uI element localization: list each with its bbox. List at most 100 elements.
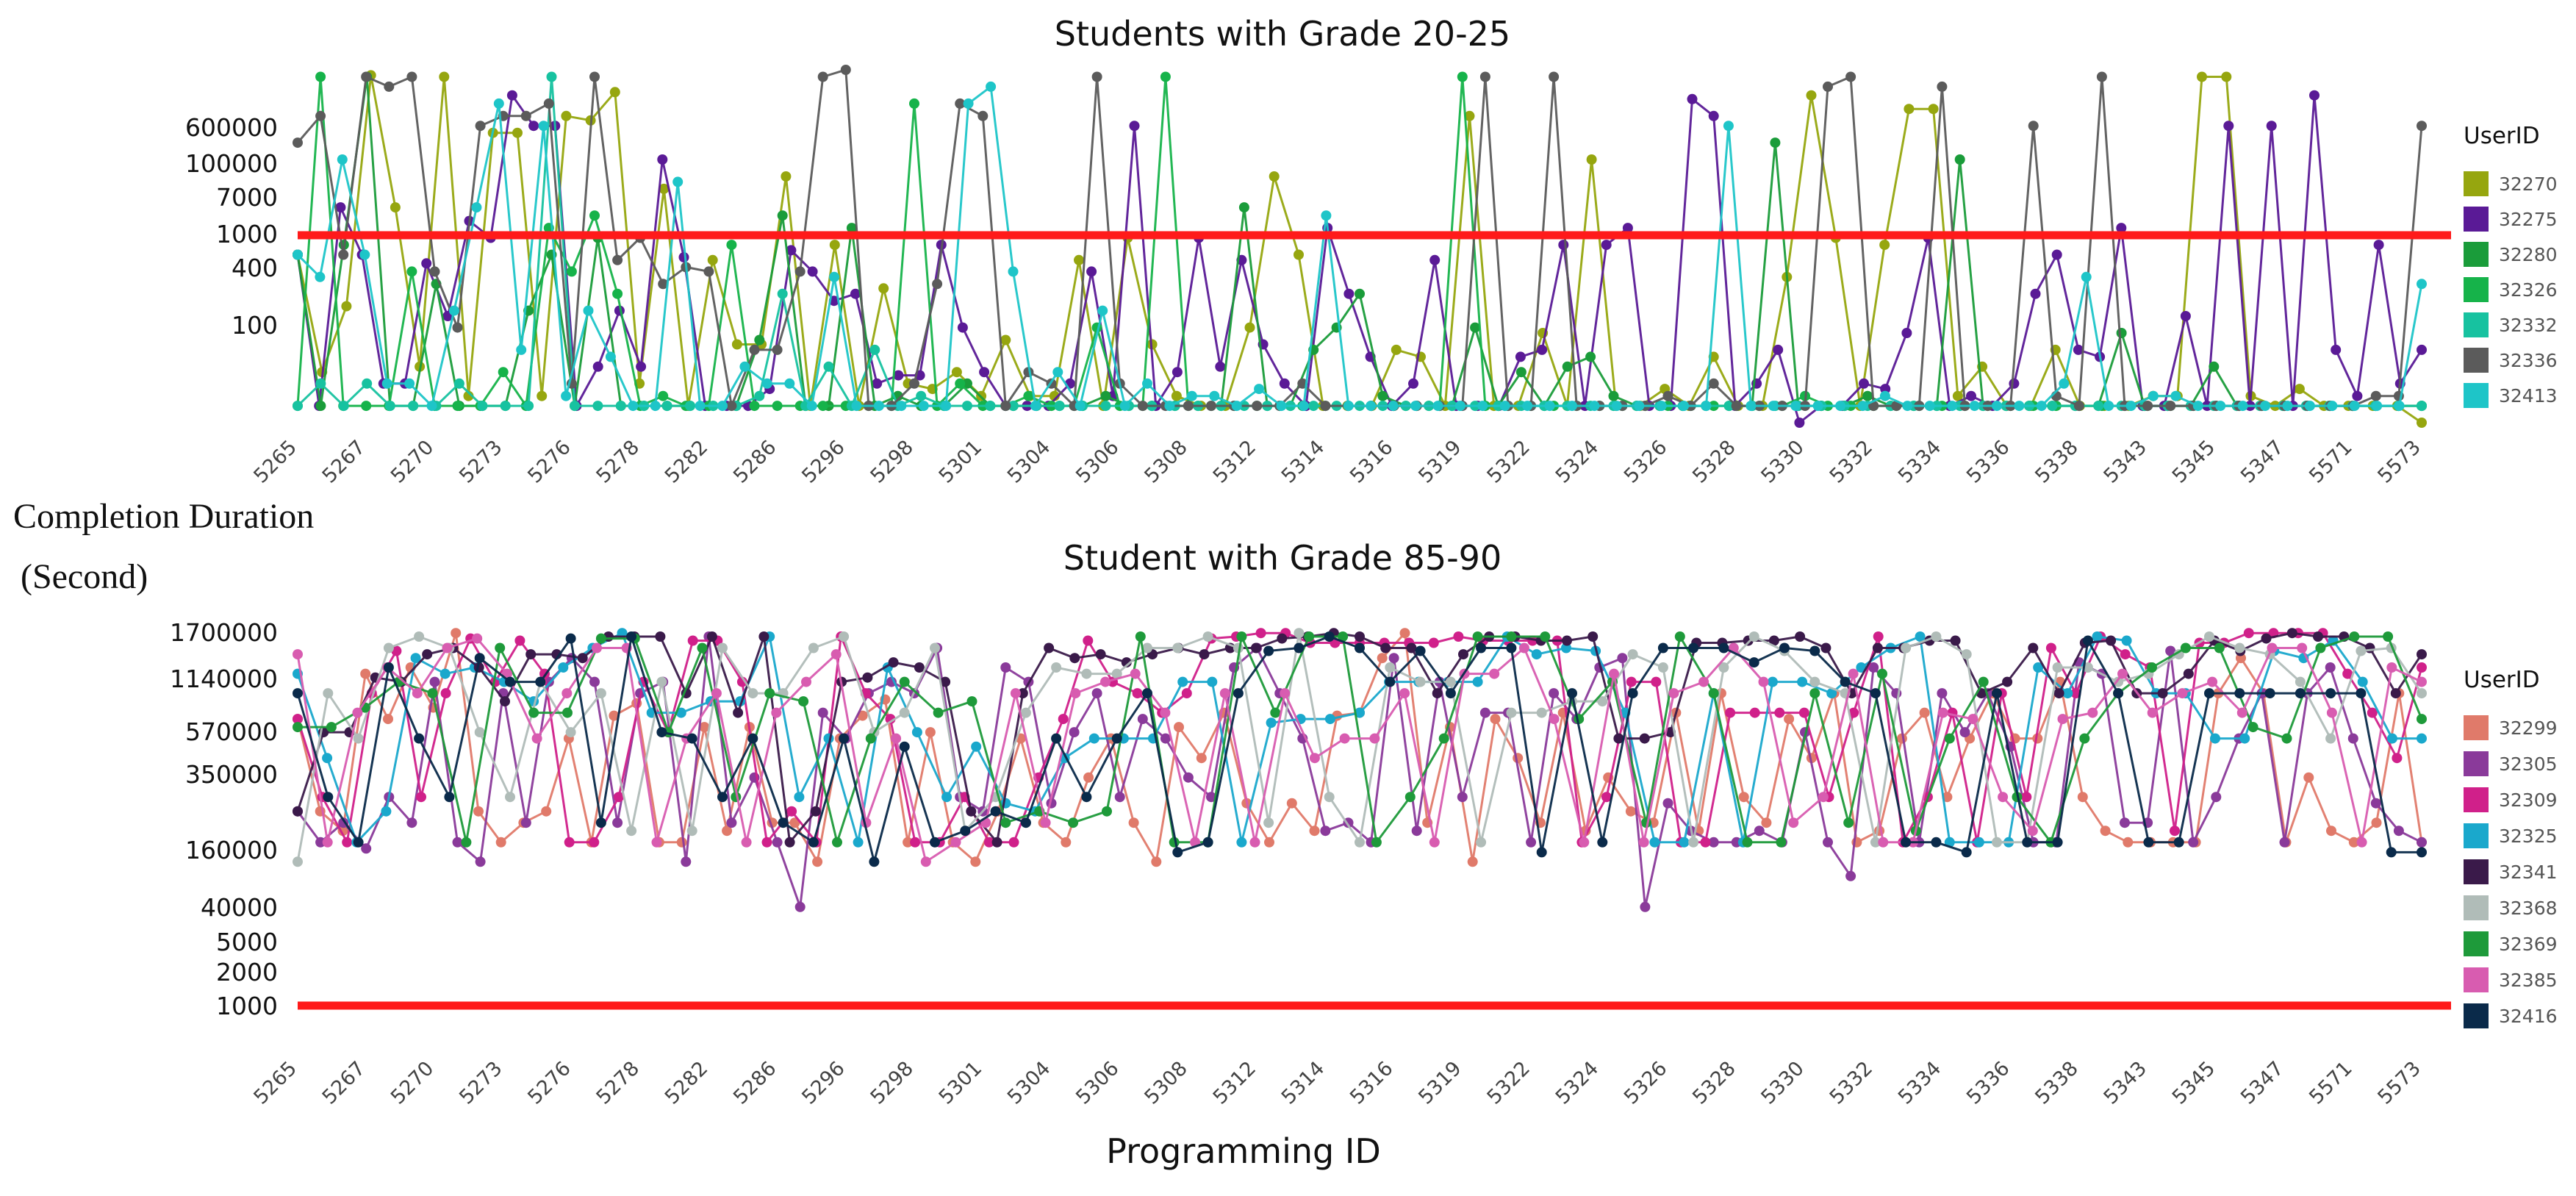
data-point-32385 <box>830 649 842 660</box>
data-point-32325 <box>1236 837 1247 848</box>
chart-title: Student with Grade 85-90 <box>1063 538 1502 578</box>
data-point-32341 <box>733 707 744 718</box>
data-point-32305 <box>1160 733 1171 744</box>
data-point-32336 <box>794 266 806 277</box>
data-point-32413 <box>1030 401 1041 412</box>
data-point-32332 <box>754 390 765 401</box>
data-point-32413 <box>695 401 706 412</box>
data-point-32413 <box>1343 401 1354 412</box>
data-point-32275 <box>1129 121 1140 132</box>
data-point-32341 <box>1613 733 1624 744</box>
data-point-32309 <box>1798 707 1809 718</box>
data-point-32341 <box>1069 653 1080 664</box>
x-tick-label: 5322 <box>1483 436 1535 488</box>
data-point-32369 <box>933 707 944 718</box>
data-point-32305 <box>1206 792 1216 803</box>
data-point-32309 <box>1873 631 1884 642</box>
data-point-32270 <box>1000 334 1011 345</box>
data-point-32413 <box>1209 390 1220 401</box>
y-tick-label: 7000 <box>216 183 278 212</box>
data-point-32385 <box>1848 668 1859 679</box>
data-point-32325 <box>1266 717 1277 728</box>
legend-swatch <box>2464 715 2489 740</box>
data-point-32368 <box>1263 817 1274 828</box>
data-point-32305 <box>2211 792 2222 803</box>
data-point-32299 <box>1174 722 1184 733</box>
data-point-32416 <box>626 631 637 642</box>
x-tick-label: 5343 <box>2100 436 2152 488</box>
data-point-32416 <box>2264 688 2275 699</box>
data-point-32336 <box>909 378 919 389</box>
data-point-32270 <box>731 339 742 350</box>
data-point-32336 <box>406 71 417 82</box>
legend-title: UserID <box>2464 123 2540 149</box>
x-tick-label: 5573 <box>2373 1057 2425 1109</box>
data-point-32385 <box>2417 676 2427 687</box>
data-point-32299 <box>1061 837 1072 848</box>
data-point-32270 <box>1586 154 1597 165</box>
data-point-32275 <box>2223 121 2234 132</box>
data-point-32299 <box>1625 806 1636 817</box>
data-point-32275 <box>1515 351 1526 362</box>
legend-label: 32369 <box>2499 934 2558 955</box>
data-point-32369 <box>2417 714 2427 725</box>
data-point-32325 <box>1177 676 1188 687</box>
data-point-32305 <box>2370 798 2381 809</box>
data-point-32336 <box>1662 390 1673 401</box>
data-point-32305 <box>2120 817 2130 828</box>
data-point-32416 <box>1901 837 1912 848</box>
data-point-32368 <box>2356 645 2367 656</box>
data-point-32416 <box>2325 688 2336 699</box>
data-point-32416 <box>1597 837 1608 848</box>
data-point-32309 <box>1848 707 1859 718</box>
data-point-32369 <box>528 707 539 718</box>
data-point-32368 <box>1172 642 1183 653</box>
data-point-32341 <box>784 837 795 848</box>
data-point-32305 <box>1845 870 1856 881</box>
data-point-32275 <box>872 378 883 389</box>
data-point-32385 <box>531 733 542 744</box>
data-point-32385 <box>1309 753 1320 764</box>
legend-swatch <box>2464 277 2489 302</box>
data-point-32309 <box>1453 631 1464 642</box>
data-point-32275 <box>2331 344 2342 355</box>
data-point-32413 <box>1097 305 1108 316</box>
legend-swatch <box>2464 207 2489 232</box>
data-point-32369 <box>595 633 606 644</box>
data-point-32368 <box>747 688 758 699</box>
data-point-32368 <box>1476 837 1487 848</box>
data-point-32416 <box>2234 688 2245 699</box>
data-point-32280 <box>315 401 326 412</box>
data-point-32341 <box>758 631 769 642</box>
data-point-32416 <box>1445 688 1456 699</box>
data-point-32416 <box>778 817 789 828</box>
legend-label: 32341 <box>2499 862 2558 883</box>
data-point-32385 <box>2057 714 2068 725</box>
data-point-32368 <box>1051 662 1062 673</box>
data-point-32325 <box>675 707 686 718</box>
data-point-32413 <box>1723 121 1734 132</box>
data-point-32309 <box>1255 628 1266 639</box>
data-point-32270 <box>2221 71 2232 82</box>
x-tick-label: 5308 <box>1140 436 1192 488</box>
data-point-32299 <box>2303 772 2314 783</box>
data-point-32413 <box>337 154 348 165</box>
data-point-32416 <box>414 733 425 744</box>
data-point-32305 <box>1937 688 1948 699</box>
data-point-32275 <box>1859 378 1869 389</box>
data-point-32416 <box>1536 847 1547 858</box>
legend-swatch <box>2464 312 2489 337</box>
x-tick-label: 5332 <box>1826 1057 1878 1109</box>
data-point-32416 <box>1415 645 1426 656</box>
data-point-32275 <box>807 266 818 277</box>
data-point-32413 <box>761 378 772 389</box>
data-point-32416 <box>1233 688 1244 699</box>
data-point-32369 <box>1371 837 1382 848</box>
data-point-32416 <box>686 733 697 744</box>
data-point-32341 <box>500 696 510 707</box>
data-point-32416 <box>2052 837 2063 848</box>
data-point-32275 <box>1172 367 1183 378</box>
data-point-32413 <box>2103 401 2114 412</box>
data-point-32325 <box>440 668 451 679</box>
data-point-32305 <box>1662 798 1673 809</box>
